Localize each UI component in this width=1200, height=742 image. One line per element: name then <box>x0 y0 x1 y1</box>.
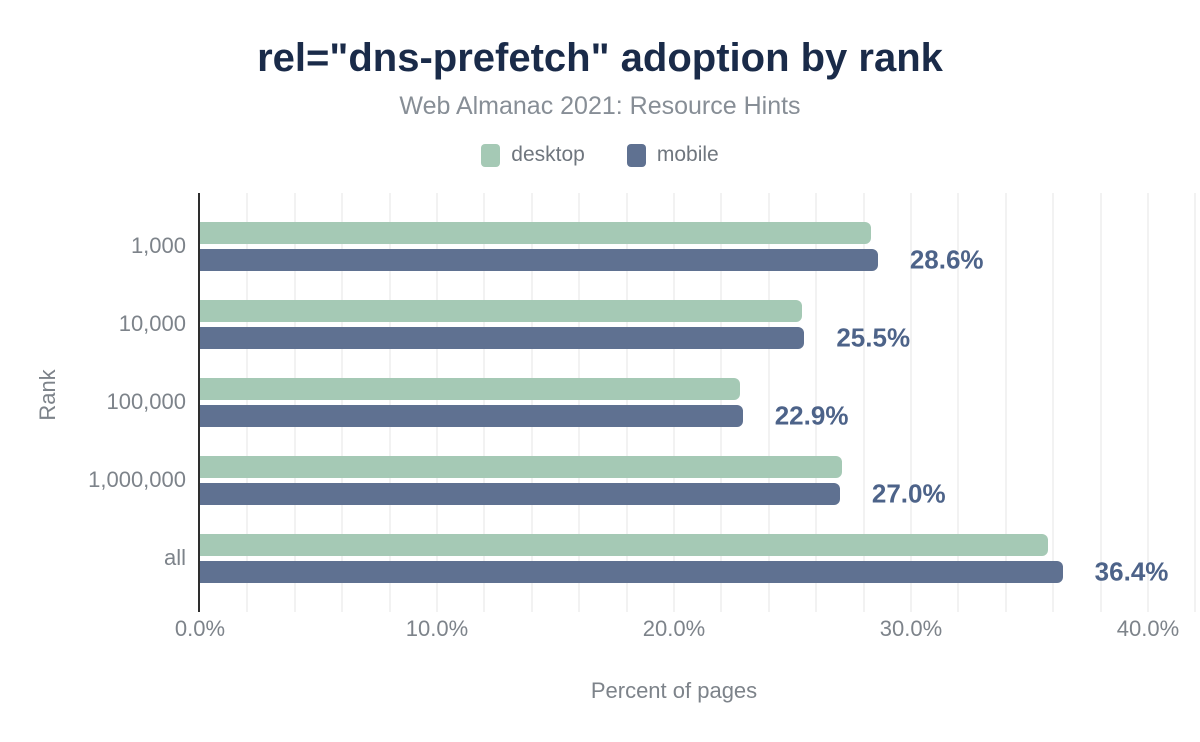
gridline <box>767 193 770 612</box>
bar-mobile <box>200 560 1063 583</box>
gridline <box>293 193 296 612</box>
x-tick-label: 0.0% <box>174 616 226 641</box>
data-label: 22.9% <box>774 400 849 430</box>
gridline <box>1194 193 1197 612</box>
bar-mobile <box>200 248 878 271</box>
mobile-swatch-icon <box>626 143 646 167</box>
data-label: 28.6% <box>909 244 984 274</box>
legend-item-desktop: desktop <box>481 143 585 167</box>
legend-label-mobile: mobile <box>656 143 719 166</box>
gridline <box>862 193 865 612</box>
gridline <box>388 193 391 612</box>
gridline <box>957 193 960 612</box>
legend-label-desktop: desktop <box>511 143 585 166</box>
bar-mobile <box>200 326 805 349</box>
y-axis-line <box>198 193 200 612</box>
legend-item-mobile: mobile <box>626 143 719 167</box>
gridline <box>436 193 438 612</box>
gridline <box>578 193 581 612</box>
gridline <box>341 193 344 612</box>
x-tick-label: 40.0% <box>1116 616 1180 641</box>
gridline <box>1099 193 1102 612</box>
gridline <box>1004 193 1007 612</box>
chart-title: rel="dns-prefetch" adoption by rank <box>257 36 943 80</box>
y-axis-title: Rank <box>35 369 60 421</box>
y-tick-label: all <box>163 545 186 570</box>
gridline <box>625 193 628 612</box>
x-tick-label: 20.0% <box>642 616 706 641</box>
x-tick-label: 10.0% <box>405 616 469 641</box>
data-label: 25.5% <box>836 322 911 352</box>
gridline <box>246 193 249 612</box>
desktop-swatch-icon <box>481 143 501 167</box>
bar-desktop <box>200 221 871 244</box>
chart-subtitle: Web Almanac 2021: Resource Hints <box>399 92 801 120</box>
y-tick-label: 1,000,000 <box>88 467 186 492</box>
bar-desktop <box>200 299 802 322</box>
data-label: 36.4% <box>1094 556 1169 586</box>
legend: desktop mobile <box>0 143 1200 167</box>
bar-desktop <box>200 455 843 478</box>
gridline <box>1147 193 1149 612</box>
data-label: 27.0% <box>871 478 946 508</box>
bar-desktop <box>200 377 741 400</box>
gridline <box>815 193 818 612</box>
gridline <box>910 193 912 612</box>
gridline <box>673 193 675 612</box>
gridline <box>1052 193 1055 612</box>
bar-mobile <box>200 482 840 505</box>
y-tick-label: 10,000 <box>118 311 186 336</box>
bar-mobile <box>200 404 743 427</box>
y-tick-label: 1,000 <box>130 233 186 258</box>
gridline <box>483 193 486 612</box>
bar-desktop <box>200 533 1049 556</box>
y-tick-label: 100,000 <box>106 389 186 414</box>
gridline <box>720 193 723 612</box>
x-tick-label: 30.0% <box>879 616 943 641</box>
x-axis-title: Percent of pages <box>590 678 758 703</box>
gridline <box>530 193 533 612</box>
